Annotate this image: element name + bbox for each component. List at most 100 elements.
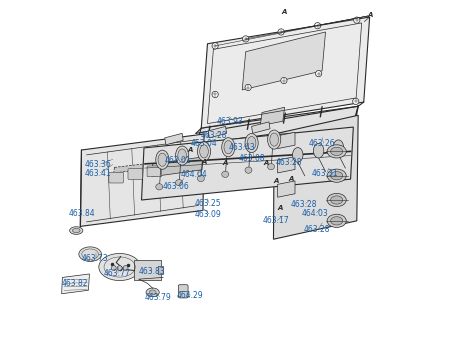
Text: 464.29: 464.29 (176, 291, 203, 300)
Text: A: A (187, 147, 193, 153)
Text: A: A (264, 160, 269, 166)
Ellipse shape (178, 149, 186, 162)
Text: 463.01: 463.01 (165, 156, 192, 165)
Circle shape (354, 17, 360, 23)
Text: 463.79: 463.79 (145, 293, 172, 302)
Polygon shape (62, 274, 89, 294)
Polygon shape (278, 156, 295, 173)
Polygon shape (196, 106, 358, 145)
Text: 463.17: 463.17 (263, 216, 290, 225)
Circle shape (281, 77, 287, 84)
Text: 463.28: 463.28 (200, 131, 227, 140)
FancyBboxPatch shape (147, 166, 162, 177)
Ellipse shape (79, 247, 101, 261)
Text: 463.84: 463.84 (69, 209, 95, 218)
Text: 463.06: 463.06 (162, 182, 189, 191)
Text: 463.26: 463.26 (308, 139, 335, 148)
FancyBboxPatch shape (133, 260, 160, 280)
Ellipse shape (176, 146, 189, 165)
Ellipse shape (245, 133, 258, 153)
Ellipse shape (313, 144, 324, 158)
Ellipse shape (331, 172, 343, 180)
Ellipse shape (70, 227, 83, 235)
Polygon shape (152, 157, 203, 177)
Ellipse shape (224, 141, 232, 154)
Ellipse shape (198, 175, 205, 182)
Ellipse shape (199, 145, 208, 158)
Ellipse shape (331, 147, 343, 155)
Circle shape (212, 43, 218, 49)
FancyBboxPatch shape (109, 172, 124, 183)
Ellipse shape (146, 288, 159, 297)
Polygon shape (252, 122, 270, 133)
Circle shape (245, 84, 251, 91)
Polygon shape (141, 127, 353, 200)
Circle shape (117, 266, 122, 271)
Ellipse shape (222, 138, 235, 157)
Circle shape (212, 91, 218, 98)
Polygon shape (165, 133, 183, 145)
Polygon shape (145, 153, 203, 170)
Polygon shape (278, 132, 295, 149)
Ellipse shape (331, 196, 343, 204)
Text: 463.41: 463.41 (85, 169, 112, 178)
Text: 464.03: 464.03 (301, 209, 328, 218)
Ellipse shape (331, 217, 343, 225)
Polygon shape (273, 115, 358, 239)
Text: 463.43: 463.43 (228, 144, 255, 152)
Ellipse shape (333, 140, 344, 154)
Polygon shape (208, 126, 226, 138)
Ellipse shape (158, 153, 166, 166)
Ellipse shape (327, 194, 346, 206)
Text: A: A (222, 160, 227, 166)
Circle shape (352, 98, 359, 105)
Text: A: A (282, 9, 287, 15)
Ellipse shape (156, 150, 169, 169)
Circle shape (315, 70, 322, 77)
Ellipse shape (267, 130, 281, 149)
Circle shape (243, 36, 249, 42)
Text: A: A (367, 12, 372, 18)
Ellipse shape (245, 167, 252, 173)
Text: 463.25: 463.25 (195, 199, 222, 208)
Polygon shape (242, 32, 326, 90)
Polygon shape (80, 134, 204, 226)
Polygon shape (260, 107, 285, 126)
Ellipse shape (247, 136, 256, 150)
Text: A: A (273, 178, 279, 184)
Ellipse shape (327, 214, 346, 228)
Ellipse shape (176, 180, 182, 186)
Text: A: A (201, 159, 207, 165)
FancyBboxPatch shape (128, 169, 143, 180)
Text: 463.08: 463.08 (239, 154, 266, 163)
Text: 463.04: 463.04 (191, 139, 218, 148)
FancyBboxPatch shape (179, 285, 188, 298)
Ellipse shape (149, 290, 156, 295)
FancyBboxPatch shape (158, 266, 164, 275)
Ellipse shape (270, 133, 279, 146)
Text: 463.77: 463.77 (103, 270, 130, 279)
Ellipse shape (198, 142, 211, 161)
Text: 463.28: 463.28 (304, 225, 330, 234)
Text: 463.36: 463.36 (85, 160, 112, 169)
Text: 464.04: 464.04 (181, 170, 208, 180)
Ellipse shape (99, 253, 140, 281)
Ellipse shape (327, 145, 346, 158)
Text: 463.93: 463.93 (217, 117, 244, 126)
Polygon shape (201, 17, 370, 128)
Ellipse shape (292, 148, 303, 162)
Text: 463.73: 463.73 (81, 254, 108, 263)
Polygon shape (114, 158, 193, 173)
Circle shape (314, 22, 321, 29)
Polygon shape (278, 181, 295, 197)
Ellipse shape (156, 184, 163, 190)
Text: 463.28: 463.28 (276, 158, 302, 167)
Ellipse shape (222, 171, 229, 177)
Ellipse shape (73, 229, 80, 233)
Text: 463.28: 463.28 (291, 200, 317, 209)
Text: 463.31: 463.31 (312, 169, 339, 178)
Circle shape (123, 266, 128, 271)
Ellipse shape (327, 169, 346, 182)
Text: A: A (288, 176, 293, 182)
Text: A: A (278, 205, 283, 211)
